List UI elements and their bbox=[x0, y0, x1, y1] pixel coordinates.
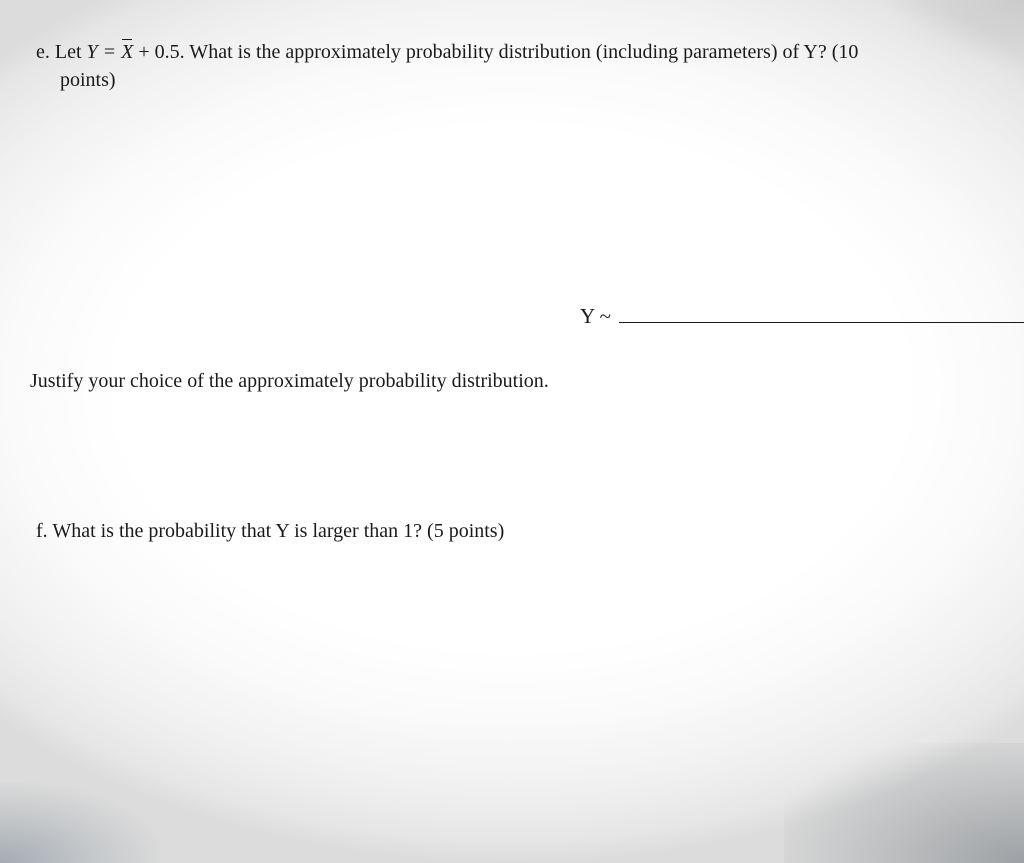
question-e-text-pre: Let bbox=[55, 41, 87, 63]
x-bar-symbol: X bbox=[121, 38, 133, 66]
question-e-points: points) bbox=[60, 66, 1004, 94]
scan-shadow-bottom-left bbox=[0, 783, 160, 863]
answer-prefix: Y ~ bbox=[580, 304, 611, 329]
exam-page: e. Let Y = X + 0.5. What is the approxim… bbox=[0, 0, 1024, 863]
plus-constant: + 0.5. bbox=[133, 41, 184, 63]
question-e-label: e. bbox=[36, 41, 50, 63]
answer-underline[interactable] bbox=[619, 302, 1024, 323]
question-e: e. Let Y = X + 0.5. What is the approxim… bbox=[36, 38, 1004, 94]
answer-distribution-blank: Y ~ bbox=[580, 296, 1024, 329]
scan-shadow-bottom-right bbox=[784, 743, 1024, 863]
question-e-text-post: What is the approximately probability di… bbox=[185, 41, 859, 63]
justify-prompt: Justify your choice of the approximately… bbox=[30, 370, 549, 393]
question-f: f. What is the probability that Y is lar… bbox=[36, 520, 504, 543]
y-equals: Y = bbox=[87, 41, 122, 63]
question-f-label: f. bbox=[36, 520, 48, 542]
question-f-text: What is the probability that Y is larger… bbox=[52, 520, 504, 542]
